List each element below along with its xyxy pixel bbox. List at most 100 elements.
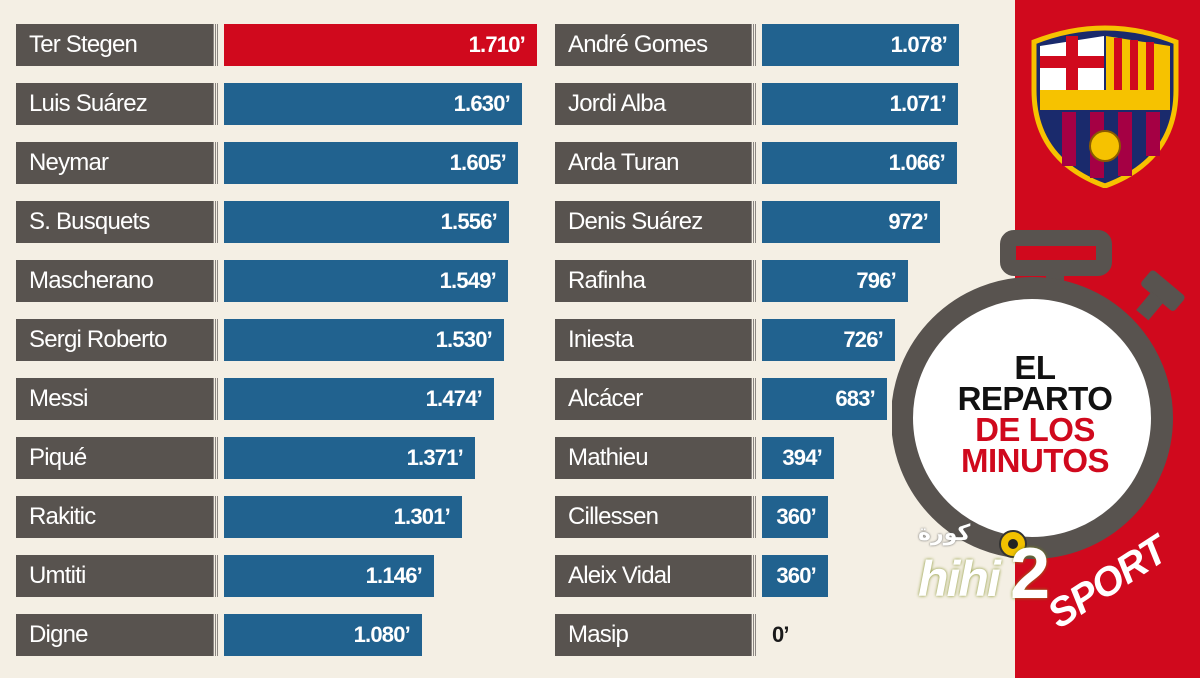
watermark-arabic: كورة xyxy=(918,521,971,546)
bar xyxy=(762,83,958,125)
bar xyxy=(762,260,908,302)
bar-row: Iniesta 726’ xyxy=(555,319,1102,361)
separator xyxy=(213,555,219,597)
bar xyxy=(762,201,940,243)
bar xyxy=(762,555,828,597)
stopwatch-icon xyxy=(892,230,1185,559)
chart-area: Ter Stegen 1.710’ Luis Suárez 1.630’ Neymar 1… xyxy=(16,24,959,656)
bar-row: Digne 1.080’ xyxy=(16,614,564,656)
category-label: Neymar xyxy=(16,142,213,184)
category-label: Rafinha xyxy=(555,260,751,302)
value-label: 683’ xyxy=(835,386,875,411)
category-label: Mascherano xyxy=(16,260,213,302)
bar-row: Luis Suárez 1.630’ xyxy=(16,83,564,125)
bar xyxy=(224,201,509,243)
bar xyxy=(224,437,475,479)
separator xyxy=(213,201,219,243)
category-label: Messi xyxy=(16,378,213,420)
bar-row: Ter Stegen 1.710’ xyxy=(16,24,564,66)
football-icon xyxy=(999,530,1027,558)
bar xyxy=(224,378,494,420)
separator xyxy=(751,319,757,361)
category-label: Arda Turan xyxy=(555,142,751,184)
bar xyxy=(224,496,462,538)
value-label: 1.078’ xyxy=(890,32,948,57)
value-label: 394’ xyxy=(782,445,822,470)
separator xyxy=(751,142,757,184)
bar-row: Umtiti 1.146’ xyxy=(16,555,564,597)
bar xyxy=(224,555,434,597)
category-label: Cillessen xyxy=(555,496,751,538)
separator xyxy=(751,83,757,125)
value-label: 726’ xyxy=(843,327,883,352)
separator xyxy=(751,378,757,420)
separator xyxy=(213,83,219,125)
category-label: Mathieu xyxy=(555,437,751,479)
stopwatch-title: EL REPARTO DE LOS MINUTOS xyxy=(922,349,1148,479)
bar-row: André Gomes 1.078’ xyxy=(555,24,1102,66)
value-label: 1.556’ xyxy=(440,209,498,234)
value-label: 1.371’ xyxy=(406,445,464,470)
category-label: Rakitic xyxy=(16,496,213,538)
value-label: 1.071’ xyxy=(889,91,947,116)
separator xyxy=(751,24,757,66)
bar-row: Denis Suárez 972’ xyxy=(555,201,1102,243)
value-label: 1.710’ xyxy=(468,32,526,57)
bar xyxy=(224,614,422,656)
bar-row: Alcácer 683’ xyxy=(555,378,1102,420)
category-label: Digne xyxy=(16,614,213,656)
value-label: 360’ xyxy=(776,563,816,588)
bar-row: Mathieu 394’ xyxy=(555,437,1102,479)
bar xyxy=(762,319,895,361)
category-label: Iniesta xyxy=(555,319,751,361)
bar-row: Masip 0’ xyxy=(555,614,1102,656)
bar-row: Arda Turan 1.066’ xyxy=(555,142,1102,184)
separator xyxy=(213,260,219,302)
bar xyxy=(224,260,508,302)
bar-row: S. Busquets 1.556’ xyxy=(16,201,564,243)
category-label: Ter Stegen xyxy=(16,24,213,66)
title-line-4: MINUTOS xyxy=(960,442,1110,479)
value-label: 1.066’ xyxy=(888,150,946,175)
category-label: Jordi Alba xyxy=(555,83,751,125)
bar-row: Cillessen 360’ xyxy=(555,496,1102,538)
bar xyxy=(224,83,522,125)
bar-row: Neymar 1.605’ xyxy=(16,142,564,184)
bar-row: Jordi Alba 1.071’ xyxy=(555,83,1102,125)
bar xyxy=(224,24,537,66)
bar-row: Mascherano 1.549’ xyxy=(16,260,564,302)
bar xyxy=(762,378,887,420)
value-label: 796’ xyxy=(856,268,896,293)
category-label: Aleix Vidal xyxy=(555,555,751,597)
category-label: Alcácer xyxy=(555,378,751,420)
bar xyxy=(762,496,828,538)
separator xyxy=(213,142,219,184)
separator xyxy=(213,614,219,656)
bar xyxy=(762,142,957,184)
bar-row: Rakitic 1.301’ xyxy=(16,496,564,538)
bar xyxy=(762,437,834,479)
crest-text: FCB xyxy=(1079,94,1131,115)
watermark-latin: hihi xyxy=(918,551,1001,607)
watermark-number: 2 xyxy=(1010,534,1051,614)
bar-row: Messi 1.474’ xyxy=(16,378,564,420)
separator xyxy=(213,378,219,420)
separator xyxy=(751,555,757,597)
category-label: Masip xyxy=(555,614,751,656)
separator xyxy=(751,496,757,538)
fc-barcelona-crest-icon xyxy=(1031,25,1179,188)
value-label: 1.080’ xyxy=(353,622,411,647)
category-label: Umtiti xyxy=(16,555,213,597)
value-label: 1.605’ xyxy=(449,150,507,175)
category-label: André Gomes xyxy=(555,24,751,66)
separator xyxy=(213,319,219,361)
category-label: Piqué xyxy=(16,437,213,479)
bar-row: Rafinha 796’ xyxy=(555,260,1102,302)
bar-row: Aleix Vidal 360’ xyxy=(555,555,1102,597)
value-label: 1.530’ xyxy=(435,327,493,352)
category-label: Sergi Roberto xyxy=(16,319,213,361)
value-label: 1.146’ xyxy=(365,563,423,588)
value-label: 1.301’ xyxy=(393,504,451,529)
title-line-1: EL xyxy=(1014,349,1056,386)
category-label: S. Busquets xyxy=(16,201,213,243)
